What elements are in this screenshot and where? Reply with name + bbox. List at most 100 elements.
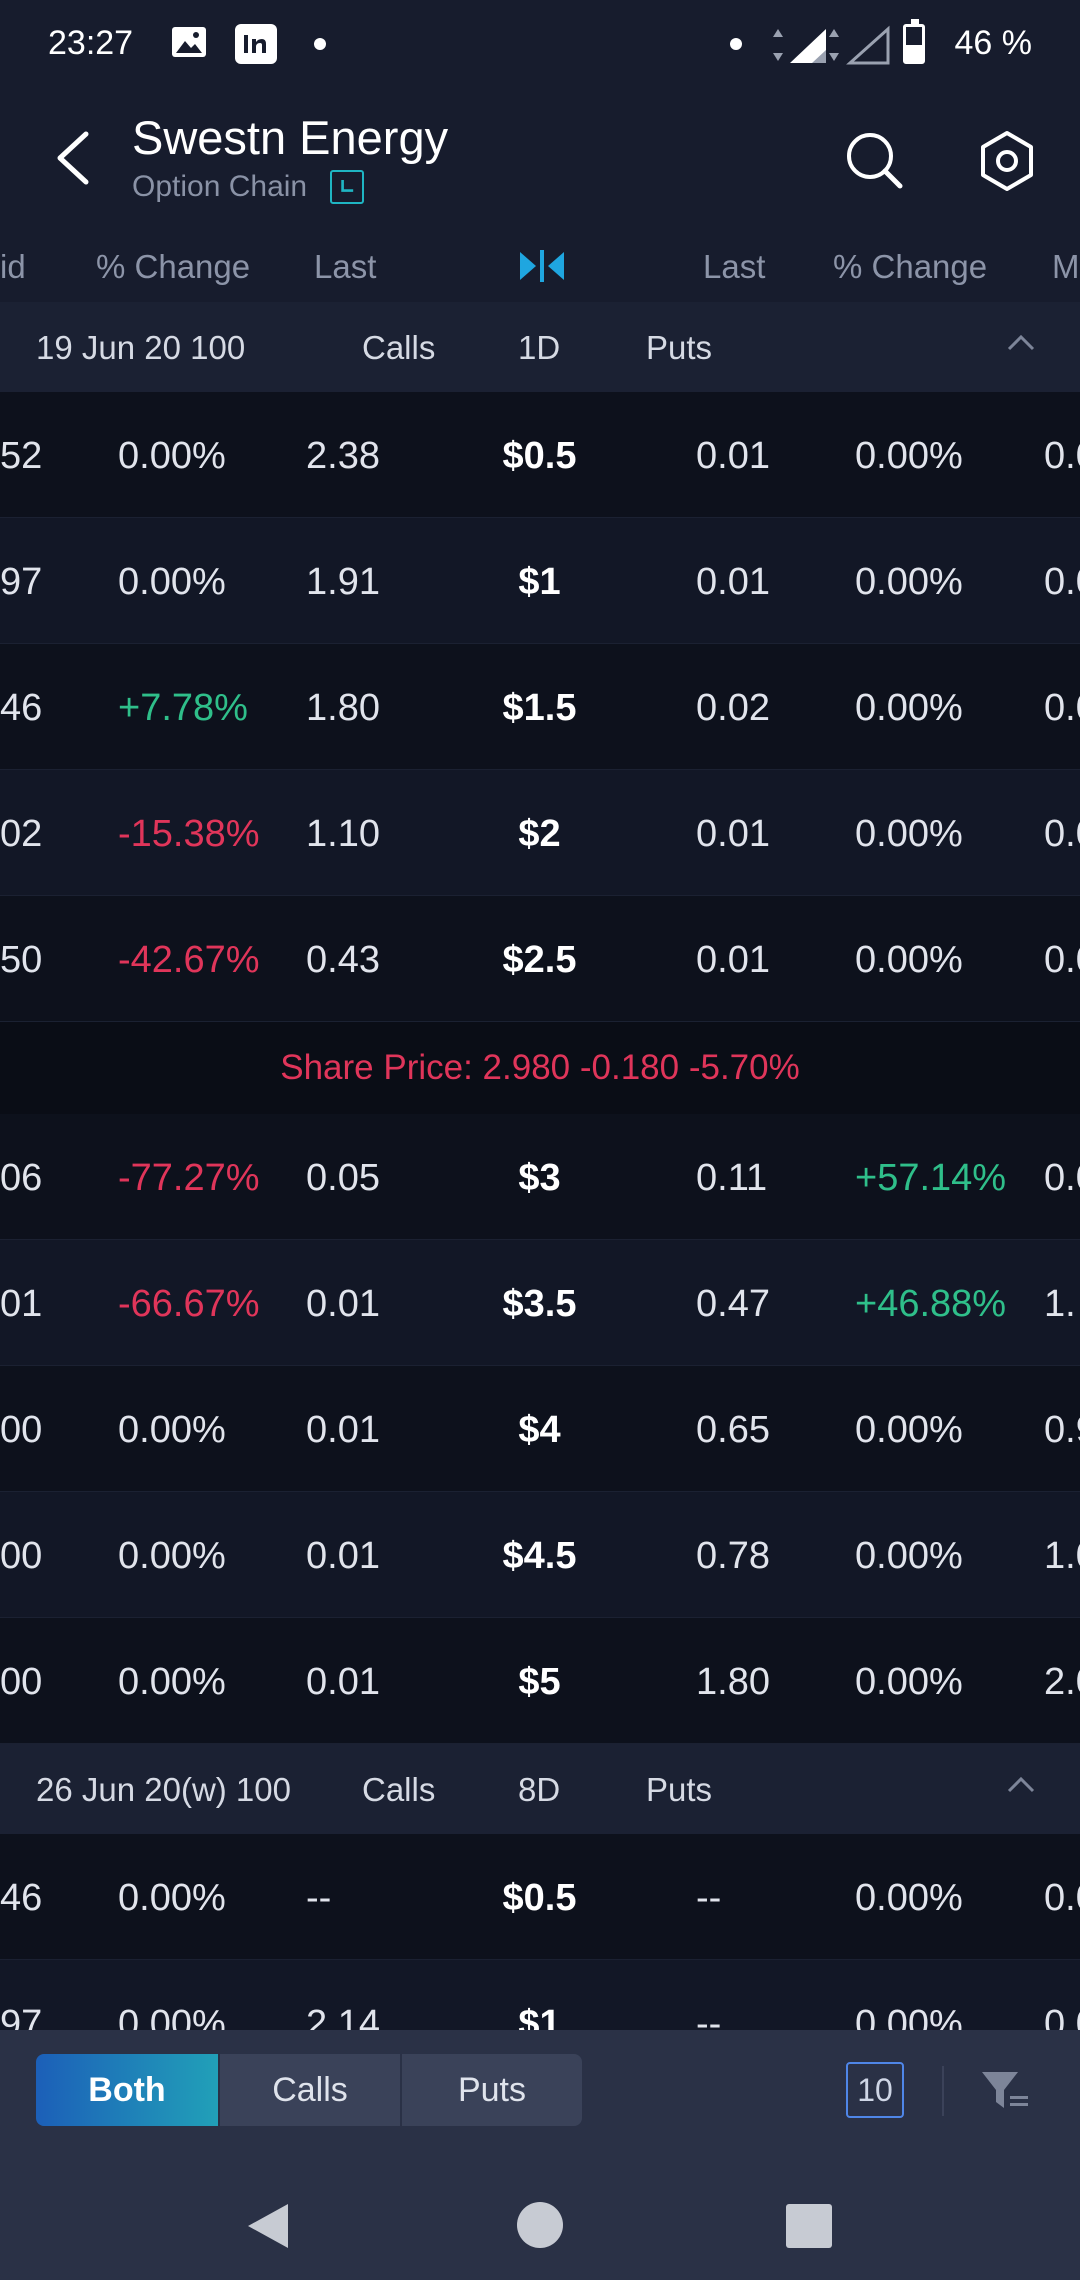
call-bid: 00 [0, 1661, 43, 1703]
call-last: 0.01 [306, 1409, 380, 1451]
status-bar: 23:27 46 % [0, 0, 1080, 90]
option-row[interactable]: 50 -42.67% 0.43 $2.5 0.01 0.00% 0.0 [0, 896, 1080, 1022]
app-header: Swestn Energy Option Chain [0, 90, 1080, 230]
gallery-icon [172, 27, 206, 57]
filter-both-button[interactable]: Both [36, 2054, 218, 2126]
put-more: 0.9 [1044, 1409, 1080, 1451]
nav-home-icon[interactable] [517, 2202, 563, 2248]
call-bid: 01 [0, 1283, 43, 1325]
option-row[interactable]: 02 -15.38% 1.10 $2 0.01 0.00% 0.0 [0, 770, 1080, 896]
page-title: Swestn Energy [132, 111, 449, 164]
toolbar-divider [942, 2066, 944, 2116]
column-header-puts-change[interactable]: % Change [833, 248, 988, 285]
put-more: 0.0 [1044, 561, 1080, 603]
investing-app-icon [235, 24, 277, 64]
call-bid: 52 [0, 435, 43, 477]
back-arrow-icon[interactable] [50, 130, 96, 186]
nav-back-icon[interactable] [244, 2200, 292, 2252]
strike-count-button[interactable]: 10 [846, 2062, 904, 2118]
column-header-puts-last[interactable]: Last [703, 248, 766, 285]
put-last: 0.01 [696, 939, 770, 981]
notification-dot [314, 38, 326, 50]
call-change: 0.00% [118, 1877, 226, 1919]
battery-icon [903, 19, 925, 64]
strike-price: $3.5 [502, 1283, 577, 1325]
put-more: 0.0 [1044, 939, 1080, 981]
option-row[interactable]: 00 0.00% 0.01 $4 0.65 0.00% 0.9 [0, 1366, 1080, 1492]
column-header-calls-last[interactable]: Last [314, 248, 377, 285]
call-change: +7.78% [118, 687, 248, 729]
option-row[interactable]: 46 +7.78% 1.80 $1.5 0.02 0.00% 0.0 [0, 644, 1080, 770]
search-icon[interactable] [842, 128, 906, 192]
filter-icon[interactable] [980, 2068, 1030, 2114]
call-last: 0.01 [306, 1535, 380, 1577]
battery-percent: 46 % [954, 24, 1033, 62]
option-row[interactable]: 52 0.00% 2.38 $0.5 0.01 0.00% 0.0 [0, 392, 1080, 518]
put-change: 0.00% [855, 687, 963, 729]
column-header-more[interactable]: M [1052, 248, 1080, 285]
call-last: 2.14 [306, 2003, 380, 2030]
call-bid: 46 [0, 687, 43, 729]
put-last: 0.01 [696, 435, 770, 477]
column-header-calls-change[interactable]: % Change [96, 248, 251, 285]
put-change: 0.00% [855, 1661, 963, 1703]
put-last: 0.78 [696, 1535, 770, 1577]
expiry-date: 26 Jun 20(w) 100 [36, 1771, 291, 1808]
call-bid: 00 [0, 1535, 43, 1577]
put-change: 0.00% [855, 1535, 963, 1577]
page-subtitle: Option Chain [132, 170, 308, 203]
call-last: 0.43 [306, 939, 380, 981]
filter-puts-button[interactable]: Puts [400, 2054, 582, 2126]
bottom-toolbar: Both Calls Puts 10 [0, 2030, 1080, 2280]
option-row[interactable]: 01 -66.67% 0.01 $3.5 0.47 +46.88% 1. [0, 1240, 1080, 1366]
put-more: 0.0 [1044, 435, 1080, 477]
put-change: +46.88% [855, 1283, 1007, 1325]
put-more: 2.0 [1044, 1661, 1080, 1703]
filter-calls-button[interactable]: Calls [218, 2054, 400, 2126]
expiry-days: 1D [518, 329, 561, 366]
option-row[interactable]: 46 0.00% -- $0.5 -- 0.00% 0.0 [0, 1834, 1080, 1960]
put-change: 0.00% [855, 1877, 963, 1919]
put-more: 0.0 [1044, 1157, 1080, 1199]
call-last: 1.10 [306, 813, 380, 855]
call-bid: 46 [0, 1877, 43, 1919]
call-change: 0.00% [118, 1409, 226, 1451]
put-more: 0.0 [1044, 2003, 1080, 2030]
chevron-up-icon[interactable] [1006, 332, 1036, 352]
put-change: 0.00% [855, 1409, 963, 1451]
call-last: 1.91 [306, 561, 380, 603]
expiry-header-19-jun[interactable]: 19 Jun 20 100 Calls 1D Puts [0, 302, 1080, 392]
put-more: 0.0 [1044, 813, 1080, 855]
put-last: 0.01 [696, 561, 770, 603]
option-row[interactable]: 00 0.00% 0.01 $5 1.80 0.00% 2.0 [0, 1618, 1080, 1744]
put-change: +57.14% [855, 1157, 1007, 1199]
put-change: 0.00% [855, 561, 963, 603]
call-last: 0.01 [306, 1661, 380, 1703]
put-more: 1.0 [1044, 1535, 1080, 1577]
call-change: 0.00% [118, 1661, 226, 1703]
expiry-date: 19 Jun 20 100 [36, 329, 246, 366]
put-change: 0.00% [855, 813, 963, 855]
put-last: 1.80 [696, 1661, 770, 1703]
option-row[interactable]: 00 0.00% 0.01 $4.5 0.78 0.00% 1.0 [0, 1492, 1080, 1618]
strike-price: $1.5 [502, 687, 577, 729]
put-change: 0.00% [855, 939, 963, 981]
settings-icon[interactable] [974, 128, 1040, 194]
put-last: 0.11 [696, 1157, 768, 1199]
chevron-up-icon[interactable] [1006, 1774, 1036, 1794]
option-row[interactable]: 97 0.00% 2.14 $1 -- 0.00% 0.0 [0, 1960, 1080, 2030]
strike-price: $0.5 [502, 435, 577, 477]
call-last: 2.38 [306, 435, 380, 477]
strike-price: $5 [518, 1661, 561, 1703]
option-row[interactable]: 97 0.00% 1.91 $1 0.01 0.00% 0.0 [0, 518, 1080, 644]
call-bid: 06 [0, 1157, 43, 1199]
column-header-bid[interactable]: id [0, 248, 26, 285]
put-more: 1. [1044, 1283, 1076, 1325]
option-row[interactable]: 06 -77.27% 0.05 $3 0.11 +57.14% 0.0 [0, 1114, 1080, 1240]
expiry-header-26-jun[interactable]: 26 Jun 20(w) 100 Calls 8D Puts [0, 1744, 1080, 1834]
center-strike-icon[interactable] [518, 248, 566, 284]
nav-recent-icon[interactable] [786, 2204, 832, 2248]
option-chain-table[interactable]: id % Change Last Last % Change M 19 Jun … [0, 230, 1080, 2030]
call-change: 0.00% [118, 435, 226, 477]
